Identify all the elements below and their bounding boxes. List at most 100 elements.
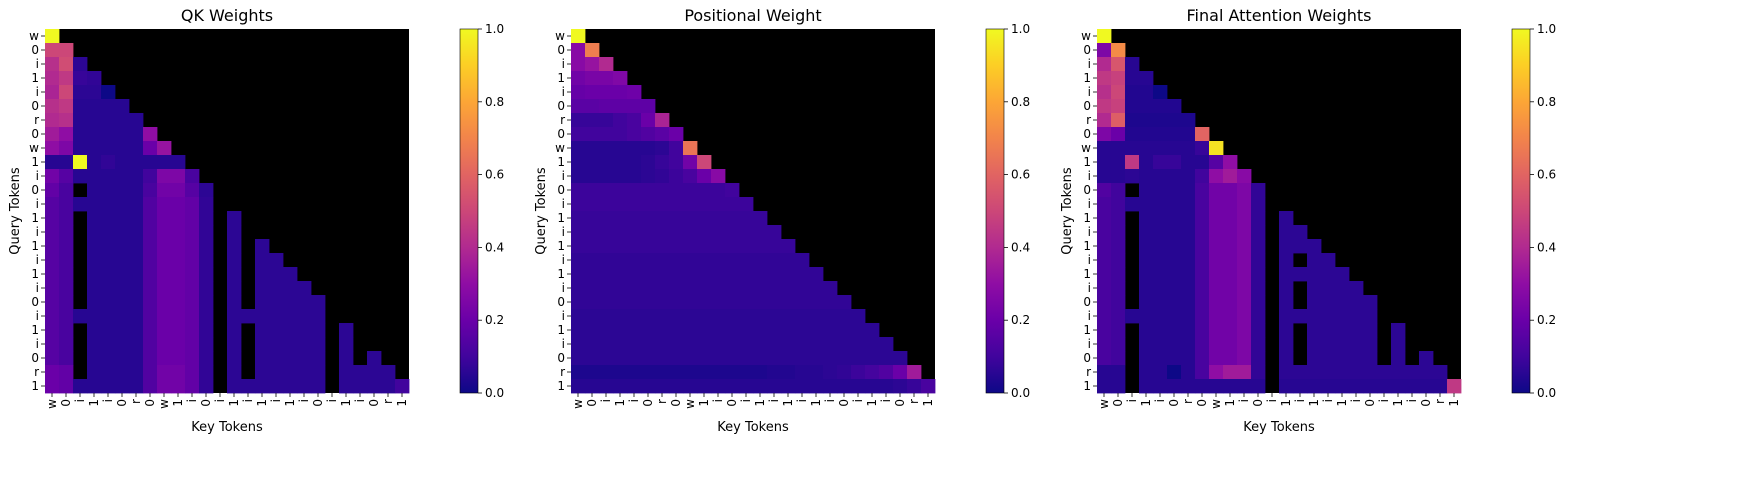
- heatmap-cell: [1139, 169, 1154, 184]
- heatmap-cell: [1125, 85, 1140, 100]
- heatmap-cell: [1097, 169, 1112, 184]
- heatmap-cell: [1181, 281, 1196, 296]
- heatmap-cell: [767, 225, 782, 240]
- heatmap-cell: [585, 155, 600, 170]
- x-tick-label: 1: [1335, 399, 1349, 407]
- x-tick-label: 1: [613, 399, 627, 407]
- heatmap-cell: [1335, 351, 1350, 366]
- heatmap-cell: [1139, 337, 1154, 352]
- heatmap-cell: [1153, 365, 1168, 380]
- heatmap-cell: [59, 155, 74, 170]
- heatmap-cell: [613, 281, 628, 296]
- x-tick-label: i: [1405, 399, 1419, 402]
- heatmap-cell: [907, 379, 922, 394]
- heatmap-cell: [599, 169, 614, 184]
- heatmap-cell: [781, 239, 796, 254]
- heatmap-cell: [45, 225, 60, 240]
- x-tick-label: i: [213, 399, 227, 402]
- heatmap-cell: [1097, 379, 1112, 394]
- heatmap-cell: [697, 351, 712, 366]
- heatmap-cell: [627, 183, 642, 198]
- heatmap-cell: [1097, 155, 1112, 170]
- x-tick-label: i: [1153, 399, 1167, 402]
- heatmap-cell: [655, 337, 670, 352]
- x-tick-label: r: [1181, 399, 1195, 404]
- heatmap-cell: [571, 197, 586, 212]
- heatmap-cell: [1153, 379, 1168, 394]
- heatmap-cell: [59, 323, 74, 338]
- heatmap-cell: [711, 379, 726, 394]
- heatmap-cell: [1251, 267, 1266, 282]
- heatmap-cell: [115, 337, 130, 352]
- heatmap-cell: [297, 323, 312, 338]
- colorbar-tick-label: 0.0: [1011, 386, 1030, 400]
- heatmap-cell: [1181, 267, 1196, 282]
- heatmap-cell: [585, 71, 600, 86]
- heatmap-cell: [311, 337, 326, 352]
- heatmap-cell: [1181, 309, 1196, 324]
- colorbar-tick-label: 0.0: [1537, 386, 1556, 400]
- heatmap-cell: [571, 379, 586, 394]
- heatmap-cell: [171, 281, 186, 296]
- heatmap-cell: [599, 239, 614, 254]
- heatmap-cell: [1237, 337, 1252, 352]
- heatmap-cell: [143, 337, 158, 352]
- heatmap-cell: [101, 309, 116, 324]
- heatmap-cell: [1097, 183, 1112, 198]
- heatmap-cell: [59, 253, 74, 268]
- heatmap-cell: [59, 295, 74, 310]
- heatmap-cell: [767, 281, 782, 296]
- heatmap-cell: [45, 211, 60, 226]
- y-tick-label: i: [1088, 197, 1091, 211]
- heatmap-cell: [59, 281, 74, 296]
- y-tick-label: 0: [557, 43, 565, 57]
- heatmap-cell: [1195, 253, 1210, 268]
- heatmap-cell: [585, 113, 600, 128]
- heatmap-cell: [269, 365, 284, 380]
- heatmap-cell: [767, 337, 782, 352]
- heatmap-cell: [115, 113, 130, 128]
- heatmap-cell: [921, 379, 936, 394]
- heatmap-cell: [1251, 253, 1266, 268]
- heatmap-cell: [87, 239, 102, 254]
- x-tick-label: i: [297, 399, 311, 402]
- heatmap-cell: [893, 351, 908, 366]
- heatmap-cell: [795, 309, 810, 324]
- heatmap-cell: [641, 239, 656, 254]
- heatmap-cell: [227, 239, 242, 254]
- heatmap-cell: [87, 337, 102, 352]
- heatmap-cell: [795, 281, 810, 296]
- heatmap-cell: [585, 141, 600, 156]
- heatmap-cell: [613, 309, 628, 324]
- heatmap-cell: [571, 253, 586, 268]
- heatmap-cell: [1111, 211, 1126, 226]
- x-tick-label: 0: [893, 399, 907, 407]
- heatmap-cell: [781, 337, 796, 352]
- heatmap-cell: [655, 141, 670, 156]
- heatmap-cell: [1097, 337, 1112, 352]
- heatmap-cell: [1363, 365, 1378, 380]
- x-tick-label: i: [1349, 399, 1363, 402]
- heatmap-cell: [1335, 267, 1350, 282]
- heatmap-cell: [823, 323, 838, 338]
- heatmap-cell: [199, 379, 214, 394]
- y-tick-label: i: [562, 225, 565, 239]
- heatmap-cell: [297, 351, 312, 366]
- heatmap-cell: [1251, 379, 1266, 394]
- heatmap-cell: [1209, 197, 1224, 212]
- heatmap-cell: [613, 239, 628, 254]
- heatmap-cell: [571, 141, 586, 156]
- heatmap-cell: [725, 211, 740, 226]
- colorbar-tick-label: 0.4: [1537, 240, 1556, 254]
- heatmap-cell: [865, 379, 880, 394]
- x-tick-label: 0: [837, 399, 851, 407]
- y-tick-label: 1: [557, 211, 565, 225]
- heatmap-cell: [185, 309, 200, 324]
- y-tick-label: i: [1088, 169, 1091, 183]
- heatmap-cell: [339, 323, 354, 338]
- heatmap-cell: [753, 295, 768, 310]
- heatmap-cell: [1209, 155, 1224, 170]
- heatmap-cell: [129, 365, 144, 380]
- heatmap-cell: [1195, 239, 1210, 254]
- heatmap-cell: [1293, 309, 1308, 324]
